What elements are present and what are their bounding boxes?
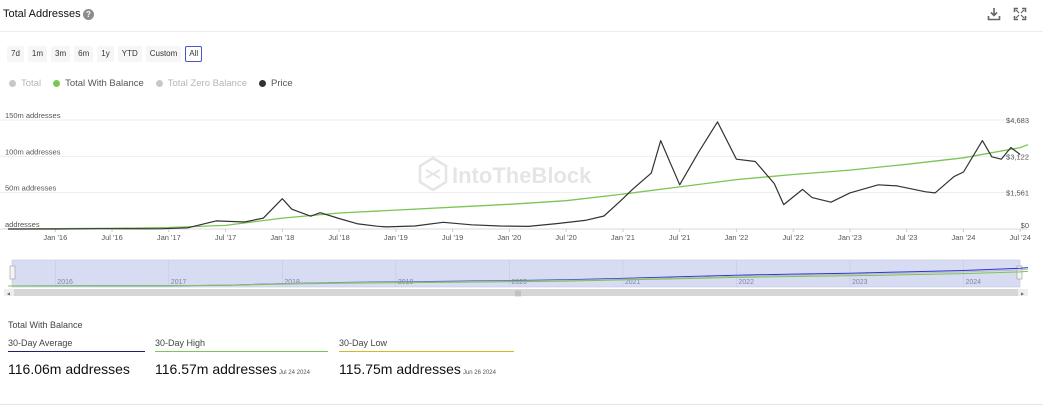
stat-value: 116.57m addresses Jul 24 2024 [155,361,328,377]
x-tick-label: Jul '24 [1009,233,1030,242]
panel-bottom-border [0,404,1043,405]
x-tick-label: Jul '19 [442,233,463,242]
range-ytd-button[interactable]: YTD [117,46,142,62]
series-line-total-with-balance [7,144,1029,230]
watermark-logo-icon-inner [425,169,441,179]
stat-label: 30-Day High [155,338,328,352]
range-1m-button[interactable]: 1m [27,46,48,62]
x-tick-label: Jul '20 [555,233,576,242]
navigator-year-label: 2021 [625,279,641,286]
stat-value: 115.75m addresses Jun 26 2024 [339,361,514,377]
help-circle-icon[interactable]: ? [83,9,94,20]
navigator-year-label: 2023 [852,279,868,286]
time-navigator[interactable]: 2016 2017 2018 2019 2020 2021 2022 2023 2024◂ ▸||… [0,258,1043,298]
navigator-year-label: 2017 [171,279,187,286]
navigator-year-label: 2022 [738,279,754,286]
legend-label: Total With Balance [65,78,144,89]
range-1y-button[interactable]: 1y [97,46,114,62]
series-line-price [8,121,1021,230]
range-7d-button[interactable]: 7d [7,46,24,62]
legend-item-total-with-balance[interactable]: Total With Balance [53,78,144,89]
stat-value-text: 116.57m addresses [155,361,277,377]
x-tick-label: Jan '23 [838,233,862,242]
stat-30-day-high: 30-Day High 116.57m addresses Jul 24 2024 [155,338,328,377]
main-chart[interactable]: 150m addresses $4,683 100m addresses $3,122… [0,110,1043,246]
watermark-text: IntoTheBlock [452,163,592,188]
y-left-tick-label: 50m addresses [5,184,57,193]
x-tick-label: Jan '24 [951,233,975,242]
y-right-tick-label: $4,683 [1006,116,1029,125]
range-custom-button[interactable]: Custom [145,46,182,62]
stat-label: 30-Day Average [8,338,145,352]
navigator-right-handle [1016,265,1023,280]
navigator-year-label: 2016 [57,279,73,286]
legend-item-total-zero-balance[interactable]: Total Zero Balance [155,78,247,89]
y-left-tick-label: addresses [5,220,40,229]
stat-30-day-average: 30-Day Average 116.06m addresses [8,338,145,377]
range-selector: 7d 1m 3m 6m 1y YTD Custom All [7,46,203,62]
watermark-logo: IntoTheBlock [418,156,592,192]
legend-item-price[interactable]: Price [258,78,293,89]
legend-marker [155,80,163,87]
stat-label: 30-Day Low [339,338,514,352]
legend-item-total[interactable]: Total [9,78,41,89]
stat-30-day-low: 30-Day Low 115.75m addresses Jun 26 2024 [339,338,514,377]
y-right-tick-label: $3,122 [1006,152,1029,161]
y-right-tick-label: $1,561 [1006,189,1029,198]
x-tick-label: Jul '21 [669,233,690,242]
navigator-year-label: 2018 [284,279,300,286]
x-tick-label: Jan '17 [157,233,181,242]
scrollbar-grip-icon: ||| [515,291,521,298]
y-right-tick-label: $0 [1021,221,1029,230]
navigator-scrollbar-thumb [14,289,1018,296]
navigator-left-handle [9,265,16,280]
range-3m-button[interactable]: 3m [51,46,71,62]
y-left-tick-label: 150m addresses [5,111,61,120]
navigator-year-label: 2024 [965,279,981,286]
x-tick-label: Jan '18 [270,233,294,242]
stat-date: Jul 24 2024 [278,370,310,376]
y-left-tick-label: 100m addresses [5,147,61,156]
range-all-button[interactable]: All [185,46,203,62]
navigator-year-label: 2020 [511,279,527,286]
x-tick-label: Jul '17 [215,233,236,242]
scroll-left-arrow-icon: ◂ [7,291,10,298]
download-icon[interactable] [987,7,1001,21]
watermark-logo-icon [418,156,448,192]
chart-title: Total Addresses [3,8,81,20]
x-tick-label: Jan '22 [724,233,748,242]
stats-panel: Total With Balance 30-Day Average 116.06… [8,320,514,377]
x-tick-label: Jan '19 [384,233,408,242]
legend-marker [53,80,61,87]
legend-label: Total [21,78,42,89]
x-tick-label: Jul '22 [782,233,803,242]
stats-title: Total With Balance [8,320,83,330]
stat-value-text: 115.75m addresses [339,361,461,377]
chart-legend: Total Total With Balance Total Zero Bala… [9,78,293,89]
range-6m-button[interactable]: 6m [74,46,94,62]
legend-marker [258,80,266,87]
legend-marker [9,80,16,87]
x-tick-label: Jan '16 [43,233,67,242]
legend-label: Total Zero Balance [167,78,247,89]
x-tick-label: Jan '21 [611,233,635,242]
x-tick-label: Jul '18 [328,233,349,242]
stat-value: 116.06m addresses [8,361,145,377]
stat-value-text: 116.06m addresses [8,361,130,377]
stat-date: Jun 26 2024 [462,370,496,376]
x-tick-label: Jan '20 [497,233,521,242]
fullscreen-icon[interactable] [1013,7,1027,21]
x-tick-label: Jul '23 [896,233,917,242]
scroll-right-arrow-icon: ▸ [1021,291,1024,298]
legend-label: Price [270,78,293,89]
chart-header: Total Addresses ? [0,0,1043,32]
x-tick-label: Jul '16 [101,233,122,242]
navigator-series-with-balance [7,270,1029,287]
